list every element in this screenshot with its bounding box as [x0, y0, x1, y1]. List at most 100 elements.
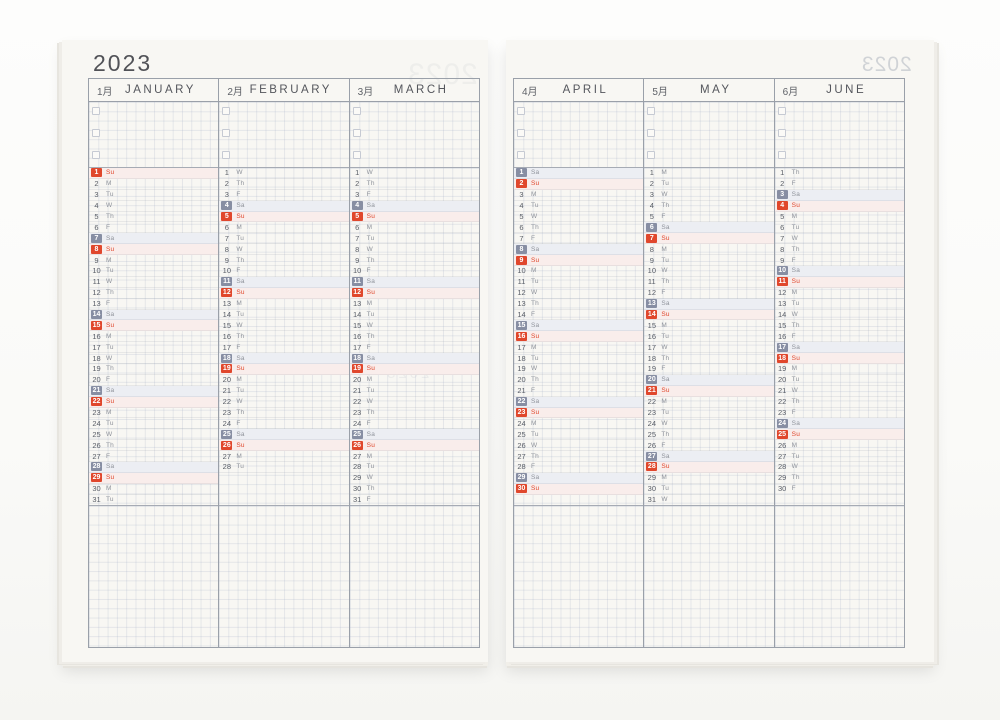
day-row: 27 M: [219, 451, 349, 463]
day-number: 20: [352, 375, 362, 385]
day-number: 27: [517, 451, 526, 461]
weekday-label: F: [791, 180, 796, 188]
day-row: 26 Th: [89, 440, 219, 452]
notes-grid-zone: [219, 506, 349, 647]
weekday-label: Th: [236, 256, 245, 264]
day-row: 21 Sa: [89, 385, 219, 397]
day-row: 24 F: [349, 418, 479, 430]
day-number: 4: [221, 201, 233, 211]
month-label-jp: 3月: [357, 86, 374, 98]
day-number: 12: [221, 288, 233, 298]
day-number: 12: [777, 288, 787, 298]
day-number: 10: [776, 266, 788, 276]
weekday-label: Sa: [531, 321, 540, 329]
day-row: 24 Sa: [774, 418, 904, 430]
day-row: 13 Th: [514, 299, 644, 310]
weekday-label: Su: [236, 213, 245, 220]
weekday-label: W: [531, 441, 538, 449]
day-number: 10: [352, 266, 362, 276]
weekday-label: Tu: [661, 485, 670, 493]
day-number: 24: [776, 418, 788, 428]
day-row: 17 Sa: [774, 342, 904, 354]
day-number: 5: [94, 212, 99, 221]
weekday-label: Su: [366, 441, 376, 449]
day-number: 25: [517, 429, 526, 439]
weekday-label: W: [236, 245, 243, 253]
todo-checkbox: [777, 151, 786, 159]
day-number: 4: [649, 201, 654, 211]
weekday-label: Tu: [791, 452, 800, 460]
day-number: 19: [777, 364, 787, 374]
weekday-label: Tu: [106, 419, 114, 427]
day-row: 10 F: [219, 266, 349, 277]
weekday-label: Su: [531, 332, 540, 340]
day-number: 19: [647, 364, 656, 374]
day-number: 4: [94, 201, 99, 211]
day-number: 20: [92, 375, 101, 385]
day-row: 27 F: [89, 451, 219, 463]
weekday-label: M: [236, 376, 242, 384]
day-row: 21 Tu: [219, 386, 349, 397]
day-row: 18 Su: [774, 353, 904, 365]
day-number: 1: [224, 168, 229, 178]
day-row: 29 Sa: [514, 472, 644, 484]
day-row: 14 Sa: [89, 309, 219, 321]
day-number: 30: [352, 484, 362, 494]
weekday-label: F: [236, 191, 241, 199]
day-row: 10 Sa: [774, 266, 904, 277]
day-number: 24: [92, 418, 101, 428]
month-header: 3月 MARCH: [349, 79, 479, 102]
day-number: 27: [352, 451, 362, 461]
day-number: 26: [351, 440, 363, 450]
day-row: 28 W: [774, 462, 904, 473]
day-number: 26: [92, 440, 101, 450]
day-number: 11: [517, 277, 526, 287]
day-row: 21 F: [514, 386, 644, 397]
weekday-label: Tu: [661, 180, 670, 188]
day-number: 3: [355, 190, 360, 200]
todo-checkbox: [517, 129, 525, 137]
day-number: 21: [222, 386, 231, 396]
day-number: 24: [517, 418, 526, 428]
day-row: 12 Su: [219, 287, 349, 299]
day-number: 1: [780, 168, 785, 178]
day-row: 11 Sa: [349, 276, 479, 288]
weekday-label: Sa: [366, 202, 376, 210]
day-row: 17 F: [219, 342, 349, 354]
weekday-label: W: [661, 496, 668, 504]
day-row: 31 Tu: [89, 495, 219, 505]
day-row: 9 Su: [514, 255, 644, 267]
weekday-label: Tu: [791, 223, 800, 231]
weekday-label: Su: [531, 256, 540, 264]
weekday-label: Su: [106, 245, 115, 253]
day-number: 7: [519, 233, 524, 243]
weekday-label: Tu: [661, 332, 670, 340]
weekday-label: M: [661, 169, 667, 177]
weekday-label: M: [106, 485, 112, 493]
day-number: 31: [352, 495, 362, 505]
day-row: 23 Th: [219, 408, 349, 419]
weekday-label: Sa: [791, 267, 801, 275]
day-row: 10 F: [349, 266, 479, 277]
weekday-label: M: [661, 245, 667, 253]
day-number: 6: [94, 222, 99, 232]
day-row: 20 Sa: [644, 374, 774, 386]
day-number: 18: [647, 353, 656, 363]
day-number: 3: [94, 190, 99, 200]
day-number: 13: [222, 299, 231, 309]
day-number: 29: [91, 473, 102, 483]
day-row: 22 Su: [89, 396, 219, 408]
day-list: 1 Sa 2 Su 3 M 4 Tu 5 W 6 Th 7 F 8 Sa 9 Su 10 M 11 Tu 12 W 13 Th 14…: [514, 168, 644, 506]
weekday-label: Tu: [531, 278, 539, 286]
weekday-label: Sa: [236, 278, 245, 286]
day-number: 29: [516, 473, 527, 483]
weekday-label: F: [106, 223, 111, 231]
day-number: 14: [222, 310, 231, 320]
day-row: 2 Tu: [644, 179, 774, 190]
day-number: 16: [222, 331, 231, 341]
weekday-label: F: [531, 463, 536, 471]
day-number: 15: [516, 320, 527, 330]
